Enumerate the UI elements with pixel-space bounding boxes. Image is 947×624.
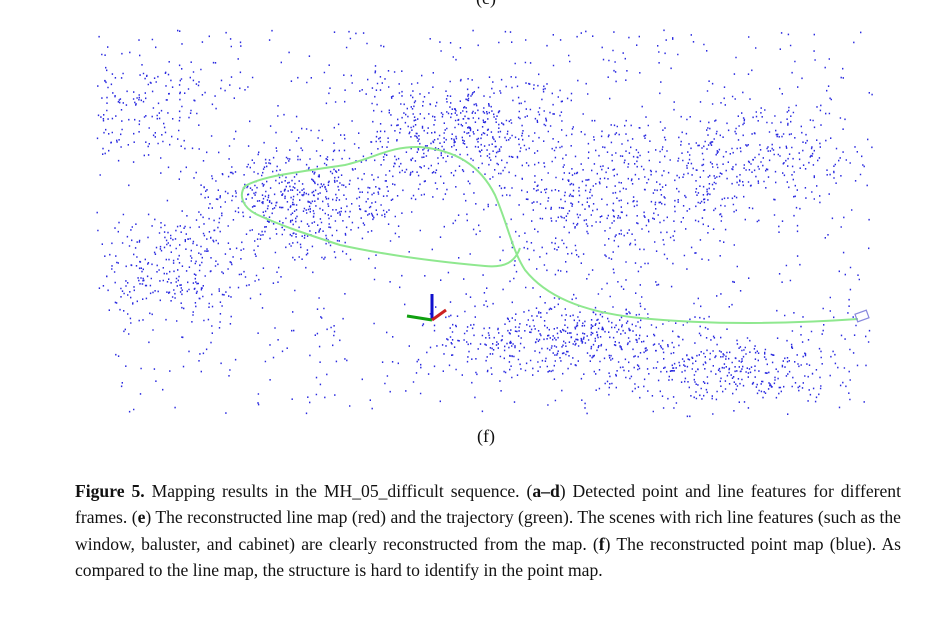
point-map [96, 29, 873, 418]
caption-bold: a–d [532, 481, 560, 501]
axis-x [431, 308, 447, 322]
camera-frame [854, 309, 870, 323]
caption-bold: f [598, 533, 605, 554]
caption-text: Mapping results in the MH_05_difficult s… [144, 481, 533, 501]
subfigure-label: (e) [476, 0, 496, 9]
subfigure-label: (f) [477, 426, 495, 446]
caption-text: ) Detected point and line features for d… [75, 481, 901, 528]
caption-text: ) The reconstructed point map (blue). As… [75, 533, 901, 581]
point-cloud [96, 29, 873, 418]
axis-y [406, 314, 433, 322]
caption-text: ) The reconstructed line map (red) and t… [75, 507, 901, 554]
caption-bold: e [137, 507, 146, 528]
caption-bold: Figure 5. [75, 481, 145, 501]
caption: Figure 5. Mapping results in the MH_05_d… [75, 478, 901, 584]
trajectory [240, 145, 859, 325]
